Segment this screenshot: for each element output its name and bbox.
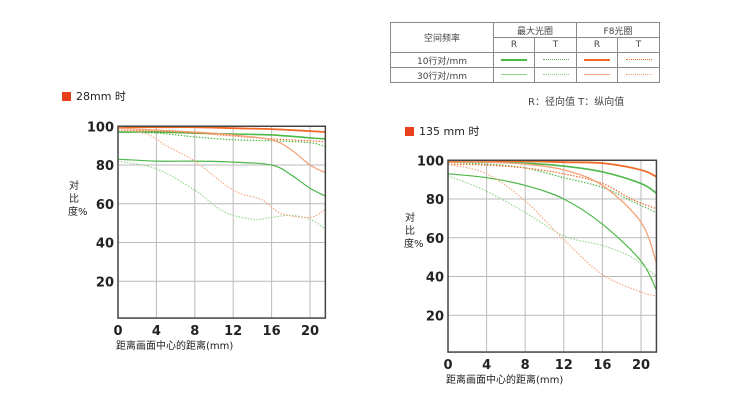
- y-tick-label: 100: [417, 154, 444, 169]
- y-tick-label: 20: [426, 309, 444, 324]
- series-line: [447, 163, 657, 210]
- x-tick-label: 12: [555, 358, 573, 373]
- series-line: [117, 127, 326, 174]
- x-tick-label: 12: [224, 324, 242, 339]
- series-line: [117, 158, 326, 197]
- title-marker-icon: [62, 92, 71, 101]
- x-tick-label: 20: [301, 324, 319, 339]
- chart-title: 135 mm 时: [419, 125, 479, 138]
- x-tick-label: 0: [113, 324, 122, 339]
- y-tick-label: 40: [96, 237, 114, 252]
- series-line: [447, 161, 657, 214]
- y-tick-label: 60: [96, 198, 114, 213]
- series-line: [447, 173, 657, 291]
- y-tick-label: 80: [426, 193, 444, 208]
- y-tick-label: 20: [96, 275, 114, 290]
- series-line: [117, 129, 326, 143]
- x-tick-label: 8: [521, 358, 530, 373]
- series-line: [448, 160, 657, 178]
- x-tick-label: 0: [443, 358, 452, 373]
- y-tick-label: 100: [87, 120, 114, 135]
- chart-1: 135 mm 时 0 4 8 12 16 20 20 40 60 80 100 距离画面中心的距离(mm…: [405, 125, 658, 386]
- legend-swatch: [617, 67, 660, 83]
- x-tick-label: 16: [593, 358, 611, 373]
- plot-frame: [447, 159, 658, 353]
- x-tick-label: 4: [152, 324, 161, 339]
- series-line: [117, 131, 326, 148]
- series-line: [117, 129, 326, 219]
- x-tick-label: 4: [482, 358, 491, 373]
- y-tick-label: 80: [96, 159, 114, 174]
- series-line: [447, 163, 657, 297]
- legend-note: R：径向值 T：纵向值: [528, 97, 625, 108]
- plot-frame: [117, 125, 327, 319]
- x-tick-label: 20: [632, 358, 650, 373]
- legend-swatch: [534, 67, 577, 83]
- series-line: [117, 160, 326, 230]
- x-tick-label: 8: [190, 324, 199, 339]
- y-tick-label: 40: [426, 271, 444, 286]
- series-line: [447, 161, 658, 264]
- x-tick-label: 16: [263, 324, 281, 339]
- series-line: [118, 126, 326, 133]
- chart-title: 28mm 时: [76, 90, 126, 103]
- x-axis-label: 距离画面中心的距离(mm): [446, 373, 563, 386]
- y-axis-label: 对比度%: [404, 213, 424, 250]
- chart-0: 28mm 时 0 4 8 12 16 20 20 40 60 80 100 距离画面中心的距离(mm): [62, 90, 327, 352]
- x-axis-label: 距离画面中心的距离(mm): [116, 339, 233, 352]
- series-line: [447, 175, 657, 277]
- y-axis-label: 对比度%: [68, 181, 88, 218]
- title-marker-icon: [405, 127, 414, 136]
- series-line: [117, 131, 326, 140]
- legend-table: 空间频率 最大光圈 F8光圈 R T R T 10行对/mm 30行对/mm: [390, 22, 660, 83]
- y-tick-label: 60: [426, 232, 444, 247]
